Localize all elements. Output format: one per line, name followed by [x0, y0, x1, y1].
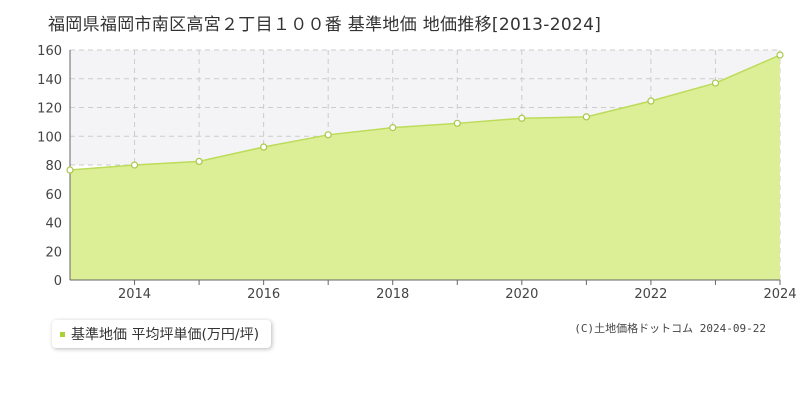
y-tick-label: 40: [45, 217, 62, 232]
data-point: [389, 124, 397, 132]
data-point: [582, 113, 590, 121]
legend: 基準地価 平均坪単価(万円/坪): [52, 320, 272, 348]
y-tick-label: 120: [37, 102, 62, 117]
data-points: [66, 51, 784, 174]
tick-labels: 0 20 40 60 80 100 120 140 160 2014 2016 2018 2020 202…: [37, 44, 796, 302]
series-line: [69, 54, 781, 171]
x-tick-label: 2018: [376, 287, 409, 302]
y-tick-label: 0: [54, 274, 62, 289]
legend-label: 基準地価 平均坪単価(万円/坪): [71, 327, 260, 343]
x-tick-label: 2020: [505, 287, 538, 302]
x-tick-label: 2024: [763, 287, 796, 302]
x-tick-label: 2014: [118, 287, 151, 302]
y-tick-label: 80: [45, 159, 62, 174]
data-point: [776, 51, 784, 59]
data-point: [518, 114, 526, 122]
area-fill: [70, 55, 780, 280]
y-tick-label: 160: [37, 44, 62, 59]
y-tick-label: 20: [45, 245, 62, 260]
x-tick-label: 2022: [634, 287, 667, 302]
data-point: [453, 119, 461, 127]
data-point: [130, 161, 139, 169]
data-point: [647, 97, 655, 105]
y-tick-label: 140: [37, 73, 62, 88]
data-point: [711, 79, 720, 87]
chart-title: 福岡県福岡市南区高宮２丁目１００番 基準地価 地価推移[2013-2024]: [48, 15, 602, 35]
data-point: [324, 131, 332, 139]
copyright-credit: (C)土地価格ドットコム 2024-09-22: [574, 322, 766, 335]
axes: [69, 50, 781, 285]
data-point: [260, 143, 268, 151]
y-tick-label: 60: [45, 188, 62, 203]
data-point: [66, 166, 74, 174]
x-tick-label: 2016: [247, 287, 280, 302]
y-tick-label: 100: [37, 130, 62, 145]
data-point: [195, 157, 203, 166]
legend-swatch: [60, 331, 65, 337]
